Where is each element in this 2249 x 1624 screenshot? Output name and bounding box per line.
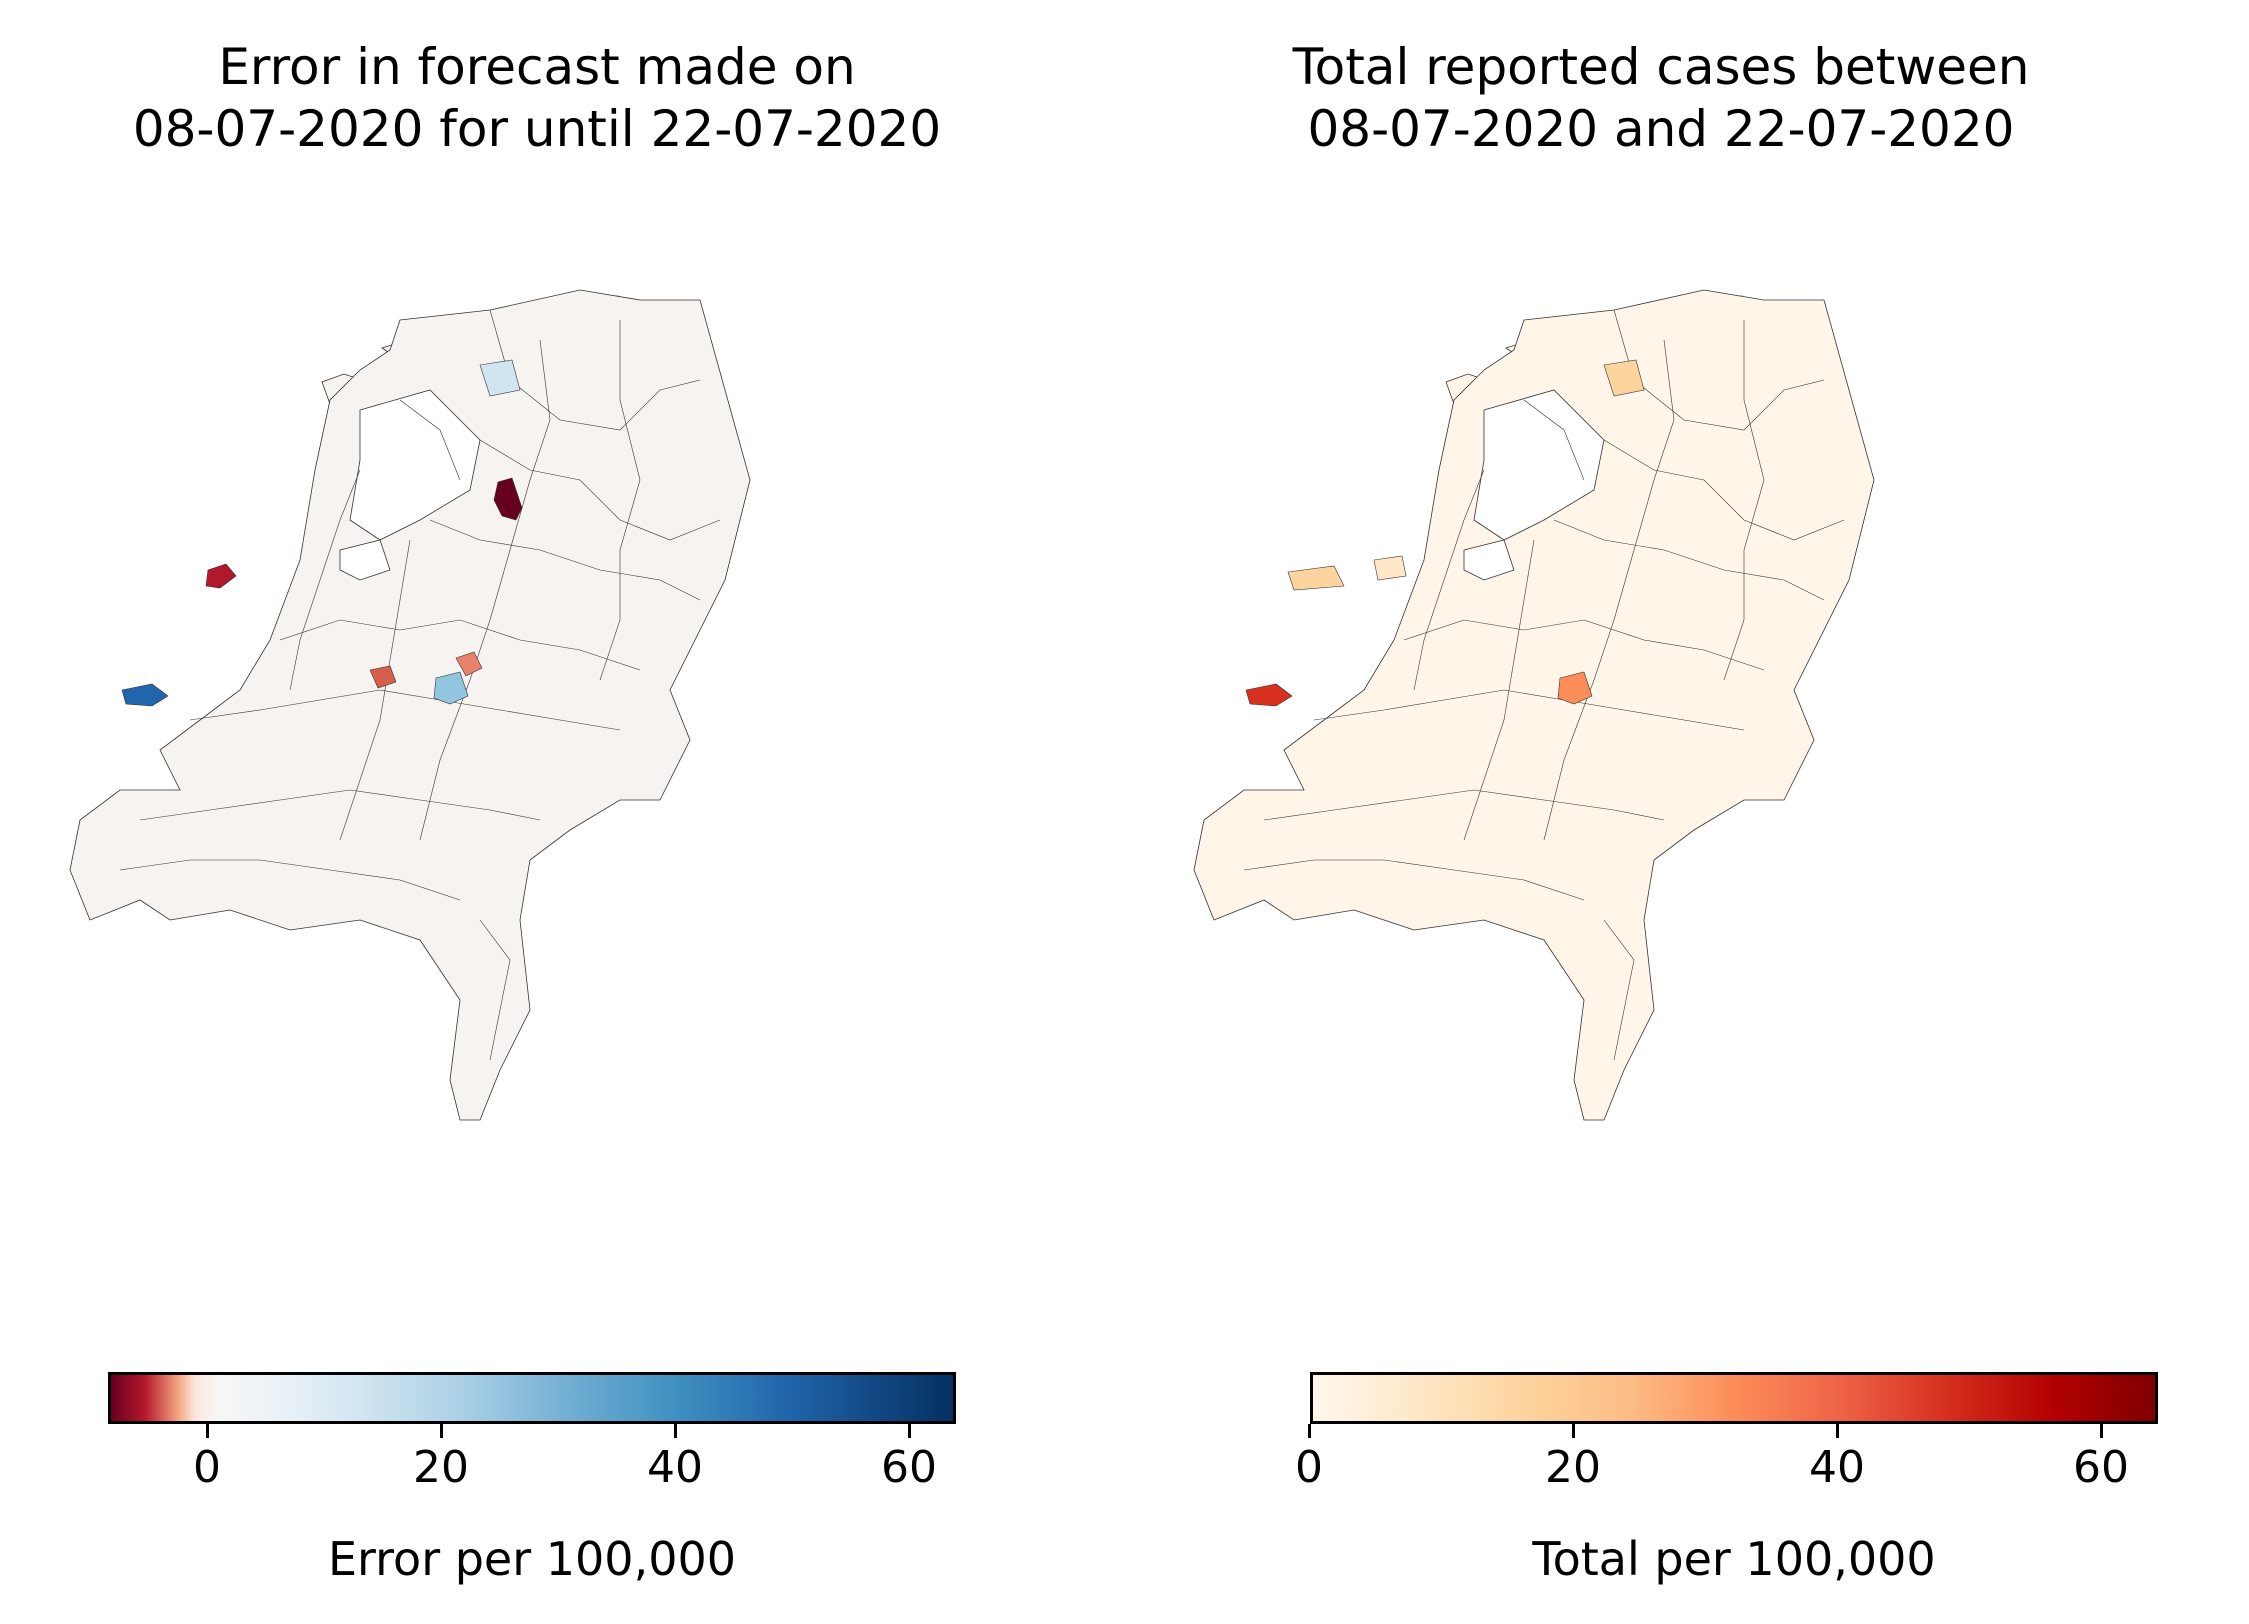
error-tick-20: [440, 1424, 443, 1438]
region-highlight-lightblue2: [479, 359, 521, 397]
cases-tick-label: 60: [2073, 1442, 2129, 1493]
region-highlight-orange2: [455, 651, 483, 677]
error-tick-label: 20: [413, 1442, 469, 1493]
region-highlight-red: [205, 563, 237, 589]
cases-map: [1193, 289, 1875, 1121]
netherlands-mainland: [1193, 289, 1875, 1121]
region-highlight-peach3: [1373, 555, 1407, 581]
region-highlight-lightblue: [433, 671, 469, 705]
cases-tick-40: [1836, 1424, 1839, 1438]
cases-tick-60: [2100, 1424, 2103, 1438]
ijsselmeer-water: [1473, 389, 1605, 541]
cases-map-panel: Total reported cases between 08-07-2020 …: [1124, 0, 2248, 1624]
cases-tick-label: 40: [1809, 1442, 1865, 1493]
cases-tick-label: 0: [1295, 1442, 1323, 1493]
region-highlight-peach2: [1287, 565, 1345, 591]
markermeer-water: [1463, 539, 1515, 581]
error-map-title: Error in forecast made on 08-07-2020 for…: [132, 38, 942, 158]
cases-colorbar-label: Total per 100,000: [1532, 1532, 1936, 1586]
error-tick-60: [908, 1424, 911, 1438]
error-tick-label: 0: [193, 1442, 221, 1493]
cases-tick-20: [1572, 1424, 1575, 1438]
region-highlight-orange1: [369, 665, 397, 689]
error-map: [69, 289, 751, 1121]
netherlands-mainland: [69, 289, 751, 1121]
error-tick-label: 60: [881, 1442, 937, 1493]
ijsselmeer-water: [349, 389, 481, 541]
cases-map-title: Total reported cases between 08-07-2020 …: [1292, 38, 2030, 158]
error-colorbar-label: Error per 100,000: [327, 1532, 736, 1586]
error-tick-0: [206, 1424, 209, 1438]
error-map-panel: Error in forecast made on 08-07-2020 for…: [0, 0, 1124, 1624]
markermeer-water: [339, 539, 391, 581]
error-tick-label: 40: [647, 1442, 703, 1493]
region-highlight-blue: [121, 683, 169, 707]
region-highlight-peach1: [1603, 359, 1645, 397]
error-tick-40: [674, 1424, 677, 1438]
region-highlight-orange: [1557, 671, 1593, 705]
cases-colorbar: [1310, 1372, 2158, 1424]
cases-tick-label: 20: [1545, 1442, 1601, 1493]
region-highlight-darkred: [493, 477, 523, 521]
error-colorbar: [108, 1372, 956, 1424]
region-highlight-red: [1245, 683, 1293, 707]
cases-tick-0: [1308, 1424, 1311, 1438]
